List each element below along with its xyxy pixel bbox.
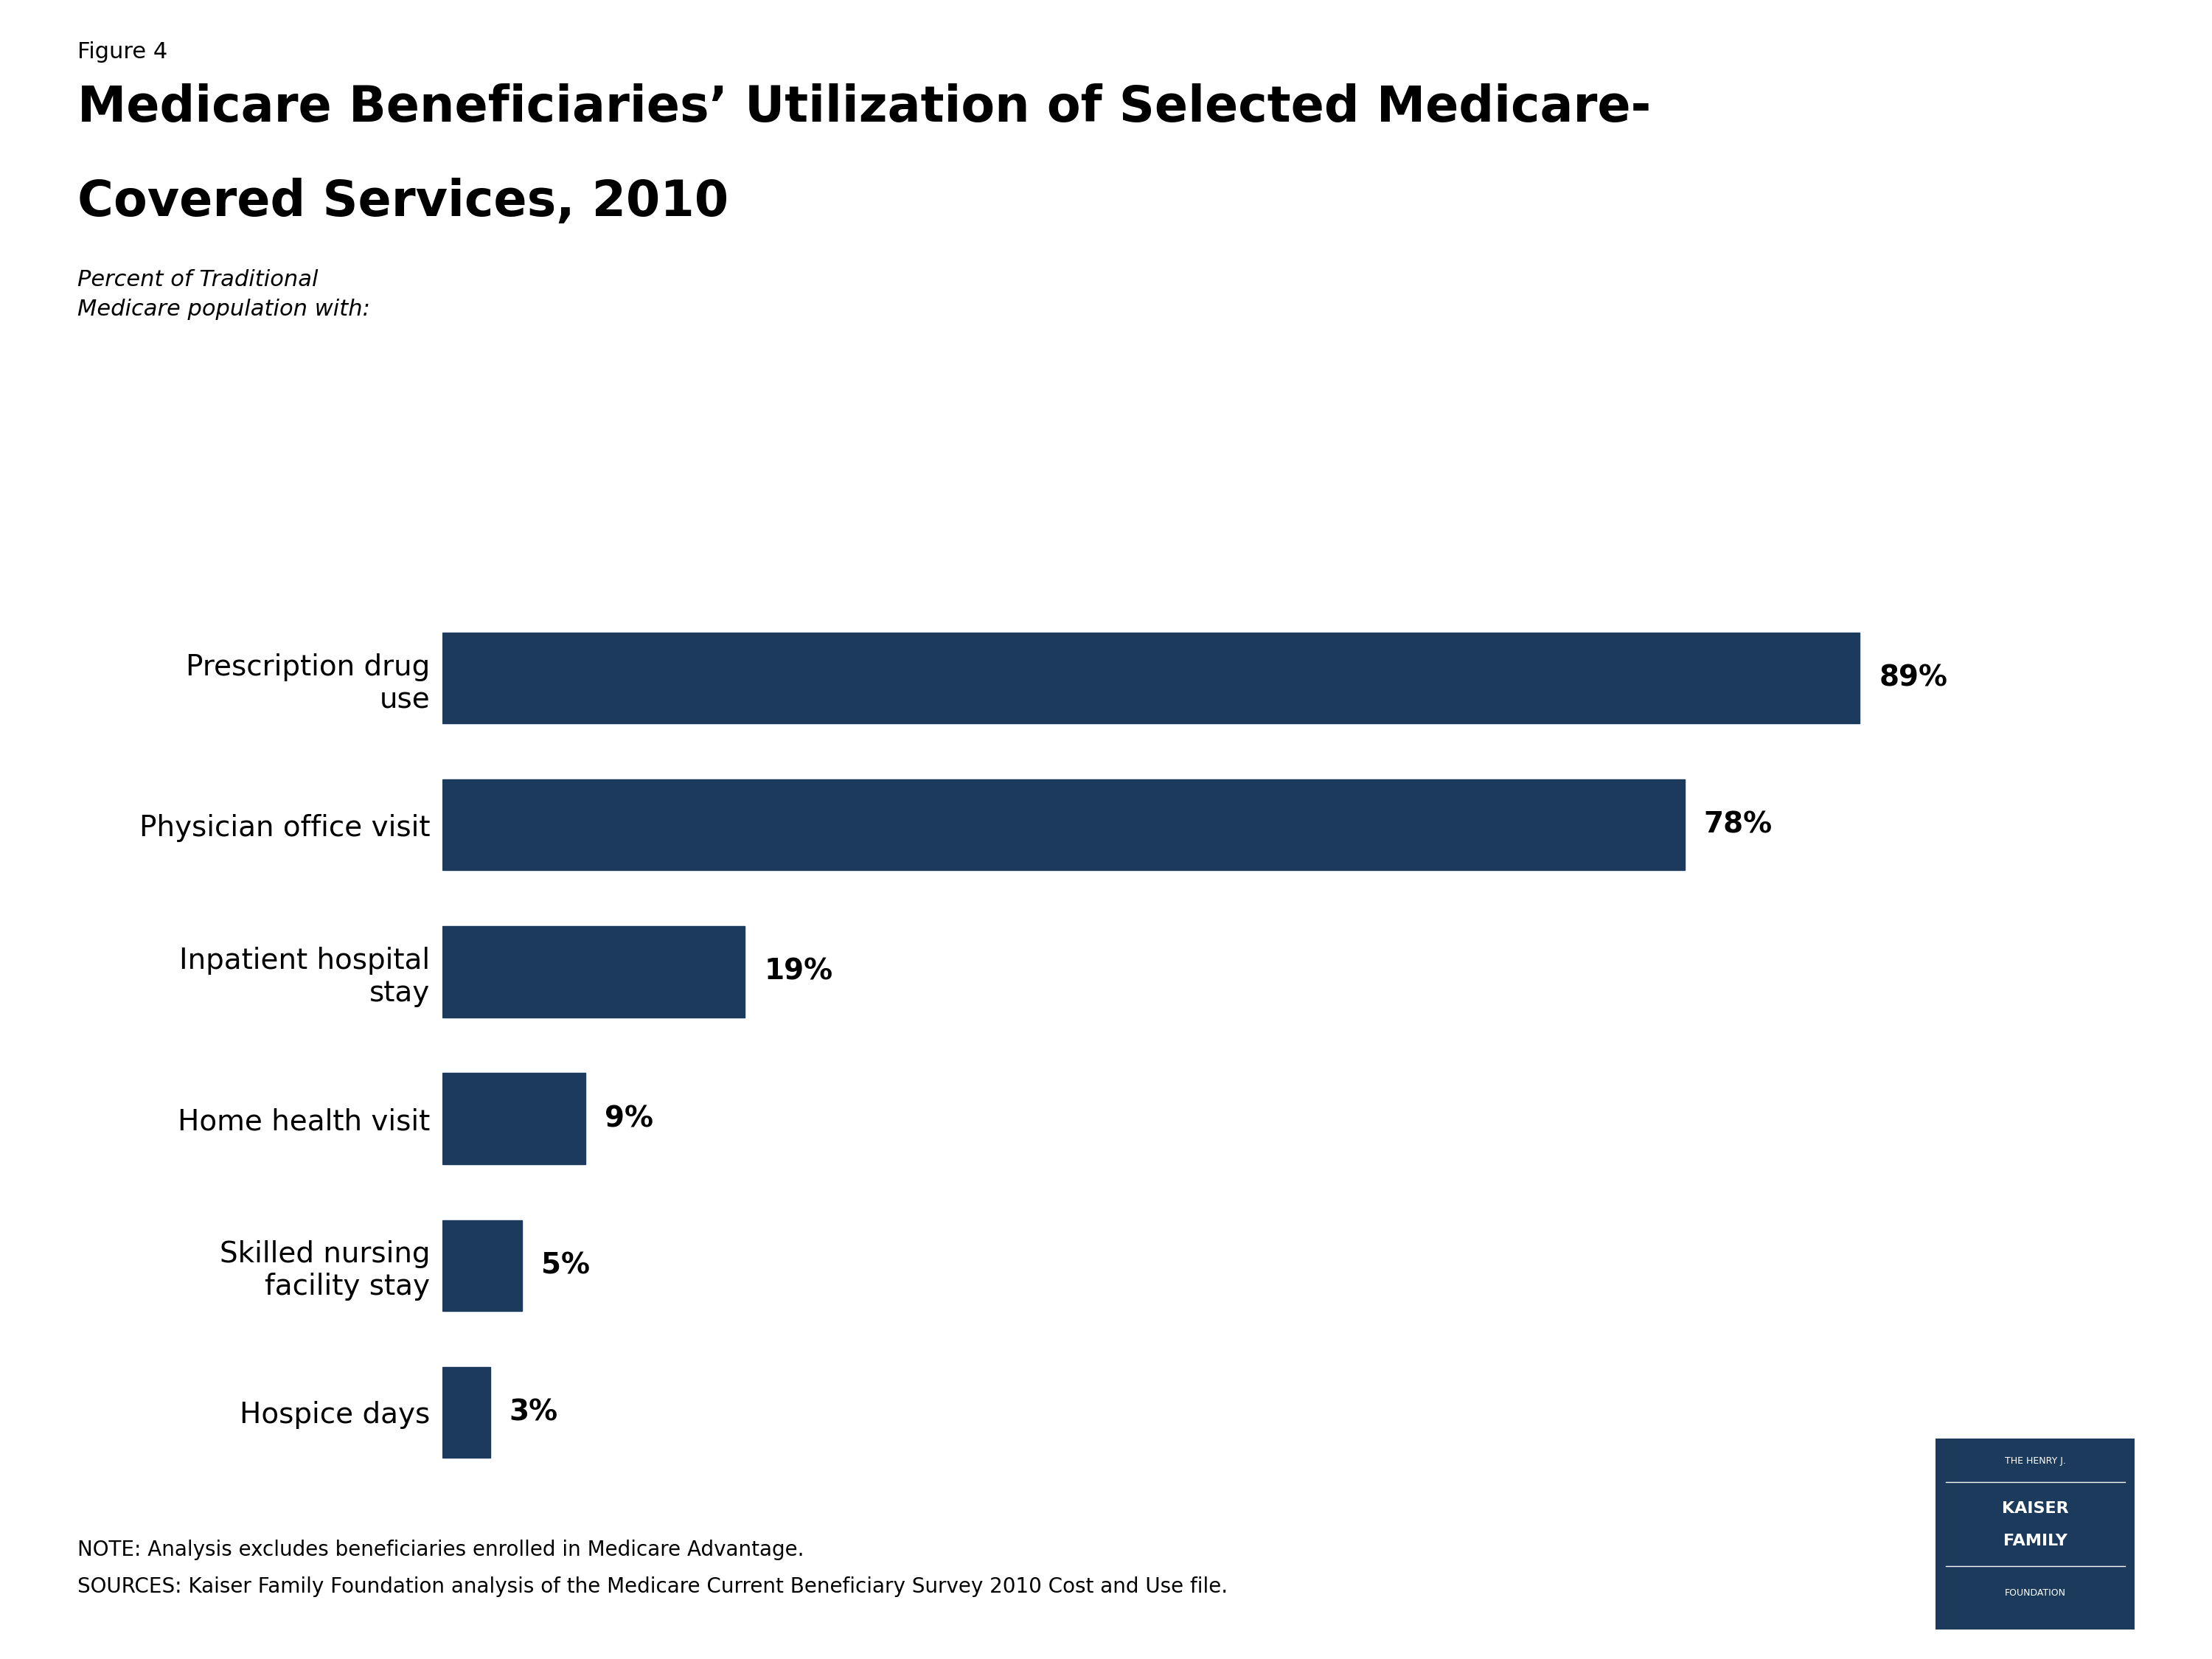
Text: FAMILY: FAMILY	[2004, 1535, 2066, 1550]
Text: THE HENRY J.: THE HENRY J.	[2004, 1457, 2066, 1467]
Text: 89%: 89%	[1878, 664, 1947, 692]
Text: Covered Services, 2010: Covered Services, 2010	[77, 178, 728, 226]
Text: 78%: 78%	[1703, 811, 1772, 839]
Text: SOURCES: Kaiser Family Foundation analysis of the Medicare Current Beneficiary S: SOURCES: Kaiser Family Foundation analys…	[77, 1576, 1228, 1596]
Text: KAISER: KAISER	[2002, 1501, 2068, 1516]
Bar	[442, 1367, 491, 1458]
Text: FOUNDATION: FOUNDATION	[2004, 1588, 2066, 1598]
Bar	[442, 780, 1686, 871]
Text: 9%: 9%	[604, 1105, 653, 1133]
Text: NOTE: Analysis excludes beneficiaries enrolled in Medicare Advantage.: NOTE: Analysis excludes beneficiaries en…	[77, 1540, 805, 1559]
Text: 5%: 5%	[542, 1251, 591, 1279]
Bar	[442, 926, 745, 1017]
Text: 19%: 19%	[763, 957, 832, 985]
Bar	[442, 1219, 522, 1311]
Text: Medicare Beneficiaries’ Utilization of Selected Medicare-: Medicare Beneficiaries’ Utilization of S…	[77, 83, 1650, 131]
Bar	[442, 1073, 586, 1165]
Text: 3%: 3%	[509, 1399, 557, 1427]
Text: Figure 4: Figure 4	[77, 41, 168, 63]
Bar	[442, 632, 1860, 723]
Text: Percent of Traditional
Medicare population with:: Percent of Traditional Medicare populati…	[77, 269, 369, 320]
